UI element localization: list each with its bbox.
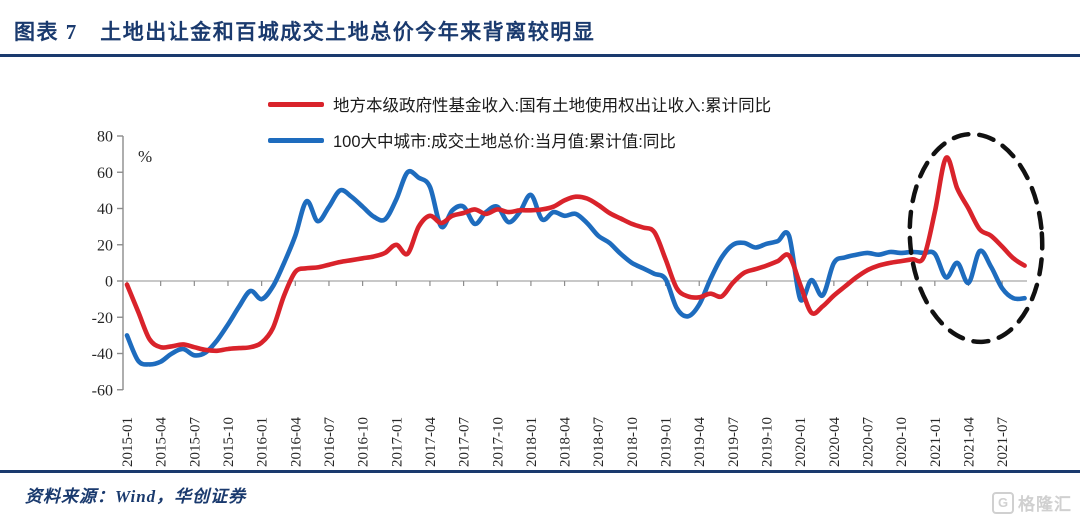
x-tick-label: 2017-10 [490, 417, 506, 467]
footer-divider [0, 470, 1080, 473]
x-tick-label: 2019-07 [726, 417, 742, 467]
x-tick-label: 2018-01 [524, 417, 540, 467]
y-tick-label: -20 [92, 310, 113, 327]
x-tick-label: 2020-07 [861, 417, 877, 467]
gelonghui-watermark: G 格隆汇 [992, 490, 1072, 515]
x-tick-label: 2021-07 [995, 417, 1011, 467]
x-tick-label: 2016-07 [322, 417, 338, 467]
x-tick-label: 2021-04 [962, 417, 978, 467]
x-tick-label: 2018-10 [625, 417, 641, 467]
x-tick-label: 2016-04 [288, 417, 304, 467]
x-tick-label: 2015-04 [154, 417, 170, 467]
y-tick-label: -60 [92, 382, 113, 399]
chart-legend: 地方本级政府性基金收入:国有土地使用权出让收入:累计同比 100大中城市:成交土… [268, 92, 771, 152]
y-tick-label: 60 [97, 165, 113, 182]
title-divider [0, 54, 1080, 57]
x-tick-label: 2017-04 [423, 417, 439, 467]
x-tick-label: 2015-07 [187, 417, 203, 467]
red-line-swatch [268, 101, 324, 107]
x-axis-labels: 2015-01 2015-04 2015-07 2015-10 2016-01 2016-… [120, 417, 1011, 467]
highlight-dashed-ellipse [907, 131, 1045, 345]
y-tick-label: -40 [92, 346, 113, 363]
source-note: 资料来源：Wind，华创证券 [25, 487, 247, 506]
legend-label-blue: 100大中城市:成交土地总价:当月值:累计值:同比 [333, 133, 676, 151]
series-blue-line [124, 168, 1027, 367]
x-tick-label: 2016-10 [356, 417, 372, 467]
gelonghui-logo-icon: G [992, 491, 1014, 514]
y-tick-label: 20 [97, 237, 113, 254]
legend-item-blue: 100大中城市:成交土地总价:当月值:累计值:同比 [268, 128, 771, 152]
x-tick-label: 2019-01 [659, 417, 675, 467]
legend-item-red: 地方本级政府性基金收入:国有土地使用权出让收入:累计同比 [268, 92, 771, 116]
x-tick-label: 2016-01 [255, 417, 271, 467]
x-tick-label: 2017-07 [457, 417, 473, 467]
x-tick-label: 2021-01 [928, 417, 944, 467]
x-tick-label: 2020-04 [827, 417, 843, 467]
page-title: 图表 7 土地出让金和百城成交土地总价今年来背离较明显 [14, 20, 596, 44]
series-red-line [124, 155, 1027, 354]
y-tick-label: 80 [97, 129, 113, 146]
y-tick-label: 0 [105, 274, 113, 291]
y-axis-labels: 80 60 40 20 0 -20 -40 -60 [92, 129, 113, 400]
x-tick-label: 2019-04 [692, 417, 708, 467]
blue-line-swatch [268, 137, 324, 143]
x-tick-label: 2017-01 [389, 417, 405, 467]
x-tick-label: 2018-07 [591, 417, 607, 467]
data-series [124, 155, 1027, 367]
y-axis-unit-label: % [138, 147, 152, 166]
x-tick-label: 2020-10 [894, 417, 910, 467]
x-tick-label: 2019-10 [760, 417, 776, 467]
y-tick-label: 40 [97, 201, 113, 218]
x-tick-label: 2020-01 [793, 417, 809, 467]
x-tick-label: 2015-01 [120, 417, 136, 467]
x-tick-label: 2015-10 [221, 417, 237, 467]
legend-label-red: 地方本级政府性基金收入:国有土地使用权出让收入:累计同比 [333, 97, 772, 115]
x-tick-label: 2018-04 [558, 417, 574, 467]
gelonghui-watermark-text: 格隆汇 [1018, 495, 1072, 514]
